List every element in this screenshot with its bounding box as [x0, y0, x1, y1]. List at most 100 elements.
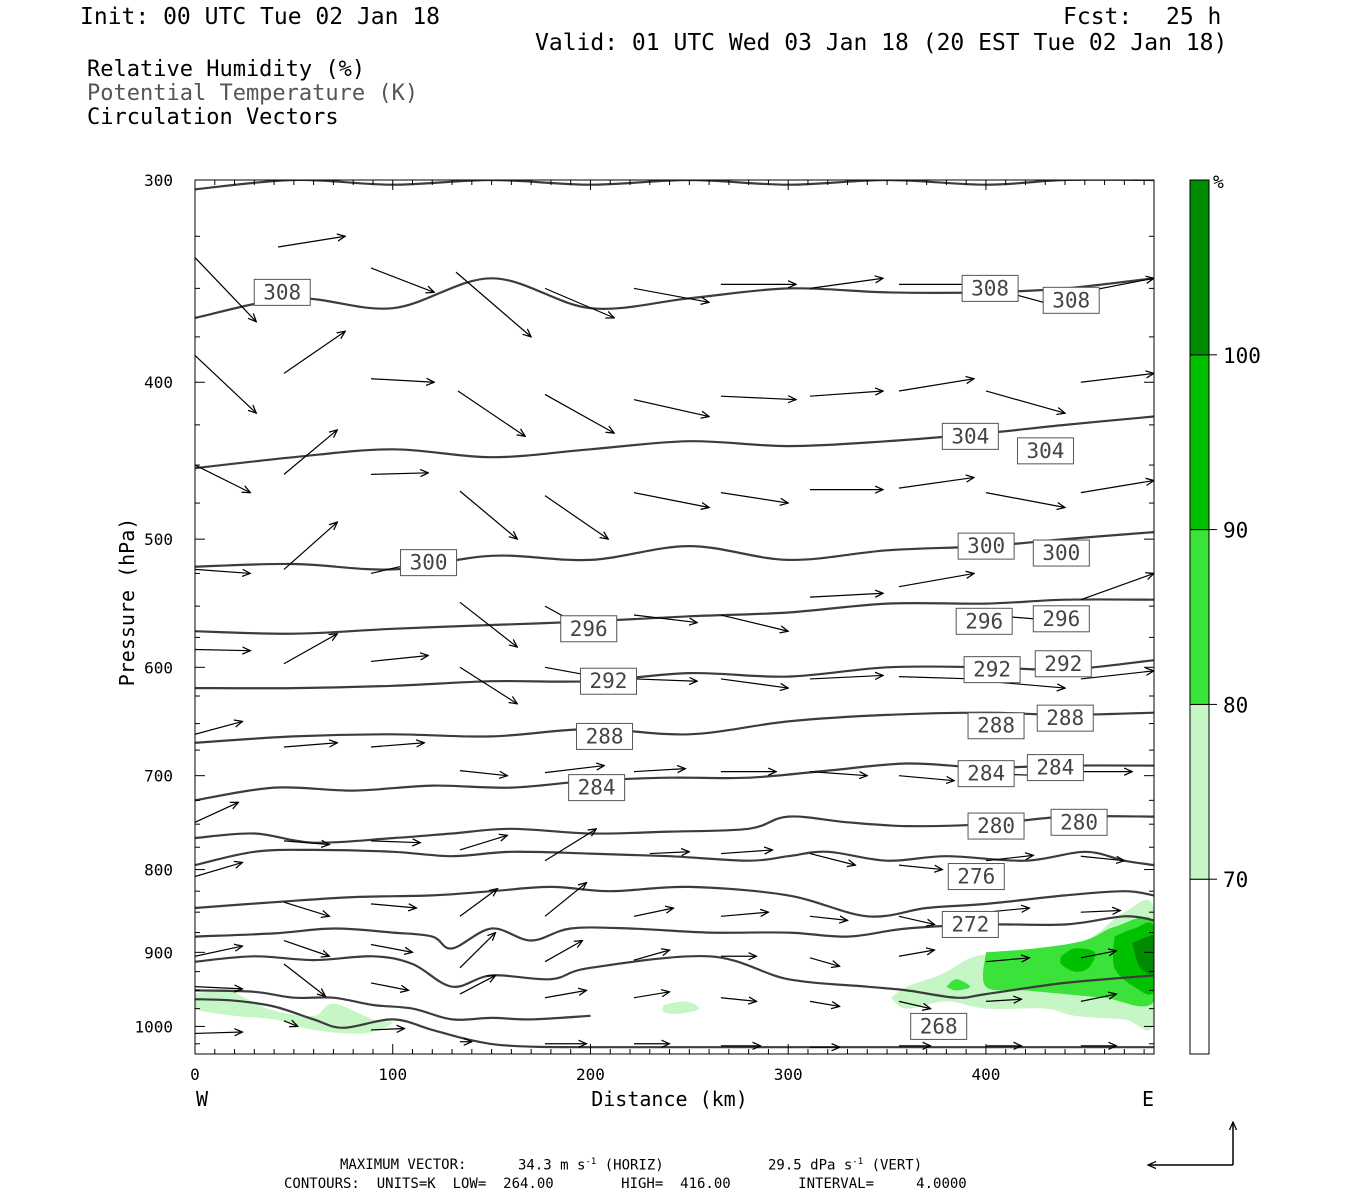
circulation-vector	[649, 852, 690, 854]
rh-region-70	[195, 988, 393, 1034]
circulation-vector	[370, 473, 428, 475]
circulation-vector	[1080, 951, 1117, 959]
contour-label-text: 308	[971, 276, 1009, 300]
theta-contour-276	[195, 848, 1154, 867]
contour-label-box: 292	[1034, 650, 1092, 678]
circulation-vector	[898, 950, 935, 957]
contour-label-box: 296	[560, 615, 618, 643]
contour-label-box: 304	[1016, 437, 1074, 465]
rh-region-80	[946, 979, 971, 991]
circulation-vector	[809, 916, 848, 920]
x-axis-label: Distance (km)	[591, 1087, 748, 1111]
circulation-vector	[459, 490, 517, 539]
contour-label-box: 280	[1050, 808, 1108, 836]
circulation-vector	[544, 883, 587, 917]
circulation-vector	[809, 1000, 840, 1006]
colorbar-swatch	[1189, 179, 1210, 356]
circulation-vector	[283, 430, 337, 475]
circulation-vector	[370, 267, 434, 292]
circulation-vector	[720, 614, 788, 631]
theta-contour	[195, 180, 1154, 191]
theta-contour-296	[195, 598, 1154, 635]
contour-label-text: 284	[1036, 756, 1074, 780]
contour-label-box: 288	[967, 712, 1025, 740]
circulation-vector	[544, 287, 614, 318]
circulation-vector	[544, 990, 587, 999]
contour-label-text: 308	[1052, 288, 1090, 312]
field-theta: Potential Temperature (K)	[87, 81, 419, 106]
circulation-vector	[457, 390, 525, 436]
east-label: E	[1142, 1087, 1154, 1111]
circulation-vector	[809, 593, 883, 597]
contour-label-text: 296	[1042, 607, 1080, 631]
x-tick-label: 0	[190, 1065, 200, 1084]
circulation-vector	[898, 864, 943, 869]
contour-label-text: 292	[1044, 652, 1082, 676]
rh-region-90	[1060, 948, 1096, 972]
circulation-vector	[633, 908, 674, 917]
circulation-vector	[195, 569, 250, 573]
circulation-vector	[283, 634, 337, 665]
contour-label-box: 272	[941, 910, 999, 938]
circulation-vector	[459, 601, 517, 647]
x-tick-label: 300	[774, 1065, 803, 1084]
circulation-vector	[370, 982, 409, 990]
circulation-vector	[633, 399, 709, 417]
contour-label-box: 308	[1042, 286, 1100, 314]
circulation-vector	[283, 963, 326, 996]
contour-label-box: 300	[957, 532, 1015, 560]
circulation-vector	[1080, 855, 1125, 860]
colorbar-swatch	[1189, 529, 1210, 705]
contour-label-text: 300	[1042, 541, 1080, 565]
contour-label-text: 284	[967, 762, 1005, 786]
circulation-vector	[195, 862, 242, 878]
circulation-vector	[720, 850, 772, 854]
circulation-vector	[370, 841, 420, 843]
circulation-vector	[195, 987, 242, 989]
circulation-vector	[283, 1021, 298, 1027]
colorbar-label: 80	[1223, 693, 1248, 717]
circulation-vector	[544, 829, 596, 862]
circulation-vector	[898, 677, 974, 679]
contour-label-box: 292	[579, 667, 637, 695]
circulation-vector	[195, 464, 250, 493]
circulation-vector	[898, 775, 954, 781]
circulation-vector	[898, 379, 974, 392]
circulation-vector	[985, 390, 1065, 413]
circulation-vector	[720, 492, 788, 503]
circulation-vector	[985, 855, 1033, 862]
contour-label-box: 292	[963, 656, 1021, 684]
y-axis-label: Pressure (hPa)	[115, 518, 139, 687]
max-vector-horiz: 34.3 m s-1 (HORIZ)	[518, 1157, 664, 1174]
contour-label-text: 300	[967, 534, 1005, 558]
circulation-vector	[283, 522, 337, 570]
circulation-vector	[809, 957, 840, 966]
circulation-vector	[809, 772, 867, 776]
colorbar-swatch	[1189, 703, 1210, 880]
contour-label-text: 288	[977, 714, 1015, 738]
contour-label-box: 300	[400, 549, 458, 577]
circulation-vector	[1080, 373, 1154, 383]
circulation-vector	[633, 287, 709, 302]
contour-label-box: 284	[1026, 754, 1084, 782]
circulation-vector	[195, 650, 250, 651]
contour-label-box: 304	[941, 422, 999, 450]
colorbar-swatch	[1189, 878, 1210, 1055]
colorbar-label: 70	[1223, 868, 1248, 892]
contour-label-text: 276	[957, 865, 995, 889]
contour-label-text: 284	[578, 776, 616, 800]
contour-label-text: 272	[951, 912, 989, 936]
circulation-vector	[455, 271, 531, 337]
colorbar-label: 90	[1223, 519, 1248, 543]
contour-label-text: 288	[1046, 706, 1084, 730]
circulation-vector	[1080, 671, 1154, 680]
contour-label-box: 288	[1036, 704, 1094, 732]
circulation-vector	[544, 766, 604, 774]
circulation-vector	[985, 492, 1065, 508]
circulation-vector	[370, 1029, 405, 1030]
circulation-vector	[459, 975, 496, 995]
circulation-vector	[898, 1000, 931, 1008]
circulation-vector	[544, 495, 608, 540]
contour-label-box: 300	[1032, 539, 1090, 567]
